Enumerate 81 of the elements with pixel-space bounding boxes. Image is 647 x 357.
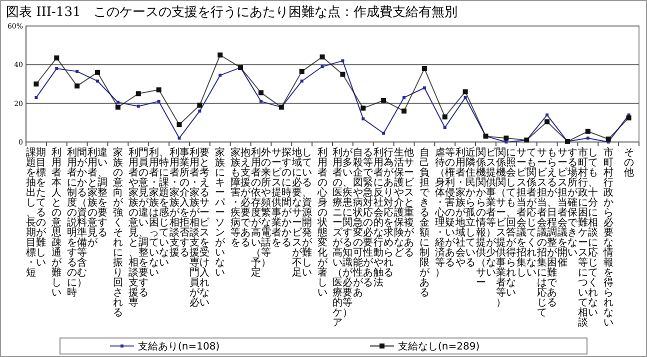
- point: [320, 54, 325, 60]
- point: [381, 98, 386, 103]
- point: [341, 59, 344, 62]
- point: [156, 87, 162, 92]
- x-tick-label: サービス提供事業者を探すのに時間がかかる: [271, 146, 292, 248]
- point: [360, 106, 366, 111]
- point: [54, 55, 60, 60]
- x-tick-label: 自殺企図や病状急変の可能性がある等で緊急対応の必要性がある: [352, 146, 374, 298]
- point: [34, 96, 38, 100]
- point: [55, 67, 58, 70]
- x-tick-label: 課題を抽出し、長期目標・短期目標をたてるのが難しい: [26, 146, 48, 278]
- point: [422, 66, 427, 72]
- point: [586, 136, 590, 140]
- point: [443, 126, 446, 129]
- point: [299, 68, 304, 74]
- point: [462, 89, 468, 94]
- x-tick-label: 市町村行政に困難ケース等について相談しても、十分に相談に応じてくれない: [576, 146, 598, 328]
- point: [96, 80, 100, 83]
- point: [626, 115, 632, 120]
- x-tick-label: 家族も障害・疾病等を抱え支援が必要である: [230, 146, 252, 248]
- x-tick-label: 利用者に制度の説明をするのに時間がかかる（資料準備等含む）: [67, 146, 88, 298]
- x-tick-label: 家族にキーパーソンがいない: [214, 146, 226, 278]
- point: [402, 96, 406, 100]
- point: [74, 83, 80, 88]
- x-tick-label: 利用者の医療ニーズが高い（医療的ケアが多い、疾患に関する知識が必要等）: [332, 146, 354, 328]
- point: [442, 114, 448, 120]
- x-tick-label: 地域に必要なサービスが不足している、資源開発が難しい: [290, 146, 313, 278]
- point: [382, 132, 386, 135]
- x-tick-label: 自己負担できる金額に制限がある: [419, 146, 430, 298]
- x-tick-label: その他: [624, 148, 634, 178]
- x-tick-label: 利用者本人との意思疎通が難しい: [50, 146, 63, 298]
- point: [320, 65, 324, 68]
- point: [546, 113, 549, 116]
- point: [544, 119, 550, 124]
- point: [259, 100, 262, 103]
- x-tick-label: 利用者と家族の意見が違い、調整を要する: [86, 146, 108, 248]
- point: [606, 136, 611, 142]
- x-tick-label: 虐待（身体・心理・経済等）等の権利侵害の疑いがある: [434, 146, 456, 278]
- point: [136, 104, 140, 108]
- x-tick-label: 利用者の依存度が高い（予定外の来所や頻繁な電話等）: [250, 146, 271, 278]
- point: [362, 117, 365, 120]
- point: [504, 140, 508, 144]
- x-tick-label: 家族の意向が強くそれに振り回される: [112, 146, 124, 318]
- point: [176, 122, 182, 128]
- point: [402, 108, 407, 114]
- point: [116, 100, 120, 104]
- point: [136, 91, 141, 96]
- x-tick-label: 利用者に反社会的な行動や触法行為があり対応を求められる: [374, 146, 395, 288]
- x-tick-label: 関係機関（サービス提供事業者等）に照会しても、回答が得られない: [496, 148, 518, 308]
- point: [34, 82, 39, 86]
- point: [300, 80, 304, 83]
- x-tick-label: 利用者・家族が相談支援専門員が必要と考えるサービスを受け入れない: [190, 146, 211, 308]
- point: [422, 86, 426, 90]
- x-tick-label: サービス担当者会議を開催する場所が確保できない: [557, 148, 578, 268]
- point: [258, 90, 264, 96]
- point: [585, 128, 590, 134]
- x-tick-label: サービス担当者会議の招集には応じてもらえるが、日程調整が困難である: [536, 148, 558, 318]
- x-tick-label: 関係機関からの情報提供（サービス提供事業者等）が少ない: [474, 148, 497, 288]
- x-tick-label: 生活保護や介護保険など他サービスと重複がある: [394, 146, 416, 258]
- point: [464, 96, 467, 100]
- point: [340, 72, 346, 77]
- x-tick-label: 利用者や家族の意見と、相談支援専門員の意見が違い、調整を要する: [127, 146, 150, 308]
- x-tick-label: 利用者・家族が地域社会や近隣住民から孤立している: [454, 146, 476, 268]
- legend-label: 支給なし(n=289): [398, 340, 480, 352]
- point: [198, 110, 202, 113]
- point: [76, 70, 79, 73]
- point: [157, 100, 160, 103]
- x-tick-label: 市町村行政から必要な情報を得られない: [602, 146, 614, 328]
- point: [115, 104, 120, 110]
- x-tick-label: 利用者・家族が相談支援事業所の介入を拒否する: [169, 146, 190, 258]
- point: [218, 74, 222, 77]
- point: [504, 136, 509, 141]
- point: [197, 102, 202, 108]
- x-tick-label: 利用者の心身の状態変化が著しい: [316, 146, 328, 298]
- chart-title: 図表 III-131 このケースの支援を行うにあたり困難な点：作成費支給有無別: [6, 5, 458, 20]
- point: [95, 70, 100, 75]
- x-tick-label: 利用者・家族は困っていない、特に課題を感じていない: [148, 146, 169, 278]
- point: [218, 52, 223, 58]
- point: [178, 136, 181, 140]
- legend-label: 支給あり(n=108): [138, 340, 220, 352]
- x-tick-label: サービス担当者会議を招集しても関係者が応じてくれない: [516, 148, 538, 278]
